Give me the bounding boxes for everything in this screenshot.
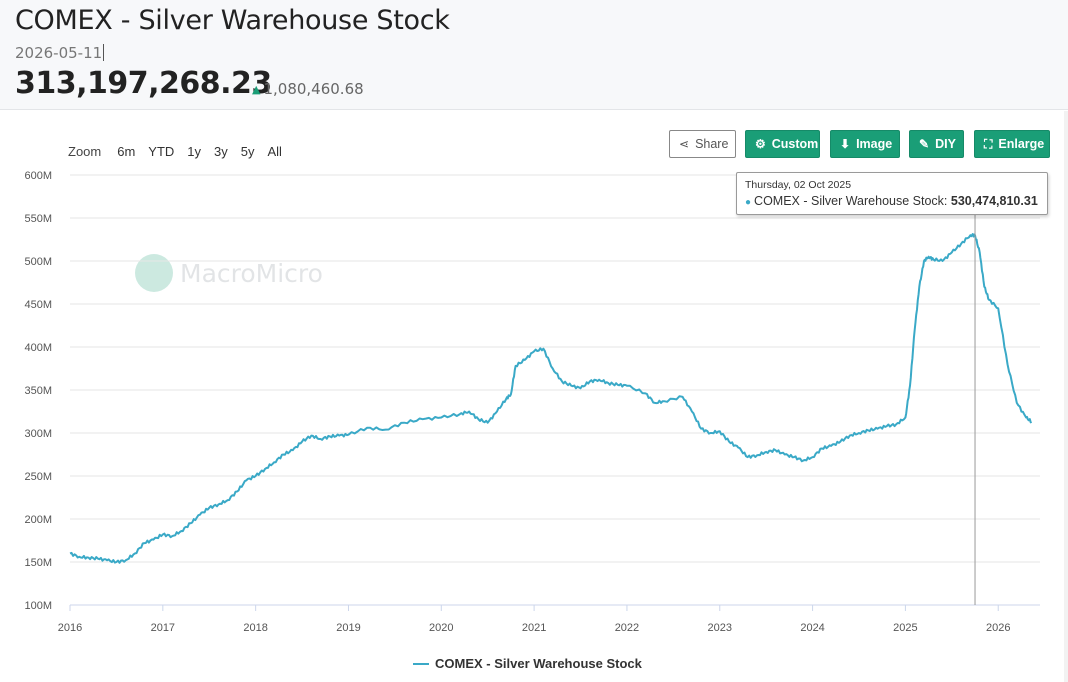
text-caret: [103, 44, 105, 61]
x-tick-label: 2025: [893, 622, 917, 634]
diy-label: DIY: [935, 137, 956, 151]
date-field[interactable]: 2026-05-11: [15, 44, 105, 62]
scrollbar[interactable]: [1064, 111, 1068, 682]
y-tick-label: 250M: [24, 471, 52, 483]
diy-button[interactable]: ✎ DIY: [909, 130, 964, 158]
y-tick-label: 350M: [24, 385, 52, 397]
header: COMEX - Silver Warehouse Stock 2026-05-1…: [0, 0, 1068, 110]
custom-label: Custom: [771, 137, 819, 151]
enlarge-label: Enlarge: [998, 137, 1045, 151]
y-tick-label: 450M: [24, 299, 52, 311]
x-tick-label: 2026: [986, 622, 1010, 634]
share-icon: ⋖: [679, 137, 690, 151]
change-text: 1,080,460.68: [263, 80, 364, 98]
zoom-3y-button[interactable]: 3y: [214, 144, 228, 159]
legend[interactable]: COMEX - Silver Warehouse Stock: [413, 656, 642, 671]
custom-button[interactable]: ⚙ Custom: [745, 130, 820, 158]
grid-lines: [70, 174, 1040, 606]
y-tick-label: 200M: [24, 514, 52, 526]
y-tick-label: 300M: [24, 428, 52, 440]
change-value: ▲ 1,080,460.68: [252, 80, 364, 98]
legend-swatch: [413, 662, 429, 665]
zoom-1y-button[interactable]: 1y: [187, 144, 202, 159]
image-label: Image: [856, 137, 893, 151]
latest-value: 313,197,268.23: [15, 66, 272, 101]
expand-icon: ⛶: [984, 136, 993, 151]
tooltip-date: Thursday, 02 Oct 2025: [745, 179, 852, 191]
pencil-icon: ✎: [919, 137, 930, 151]
tooltip-value: 530,474,810.31: [950, 194, 1038, 208]
legend-label: COMEX - Silver Warehouse Stock: [435, 656, 642, 671]
page-title: COMEX - Silver Warehouse Stock: [15, 5, 450, 36]
series-line: [69, 233, 1033, 564]
date-text: 2026-05-11: [15, 44, 103, 62]
watermark: MacroMicro: [135, 254, 323, 292]
zoom-label: Zoom: [68, 144, 102, 159]
x-tick-label: 2024: [800, 622, 824, 634]
y-tick-label: 150M: [24, 557, 52, 569]
zoom-ytd-button[interactable]: YTD: [148, 144, 175, 159]
tooltip-line: ● COMEX - Silver Warehouse Stock: 530,474…: [745, 194, 1038, 208]
watermark-text: MacroMicro: [180, 258, 323, 288]
zoom-bar: Zoom 6m YTD 1y 3y 5y All: [68, 144, 295, 159]
x-tick-label: 2016: [58, 622, 82, 634]
y-tick-label: 600M: [24, 170, 52, 182]
y-tick-label: 550M: [24, 213, 52, 225]
y-tick-label: 500M: [24, 256, 52, 268]
x-axis: 2016 2017 2018 2019 2020 2021 2022 2023 2024 2025…: [58, 605, 1010, 634]
zoom-6m-button[interactable]: 6m: [117, 144, 136, 159]
macromicro-logo-icon: [135, 254, 173, 292]
triangle-up-icon: ▲: [252, 83, 261, 96]
y-axis: 100M 150M 200M 250M 300M 350M 400M 450M 500M 550M…: [24, 170, 52, 612]
y-tick-label: 100M: [24, 600, 52, 612]
x-tick-label: 2020: [429, 622, 453, 634]
enlarge-button[interactable]: ⛶ Enlarge: [974, 130, 1050, 158]
x-tick-label: 2018: [243, 622, 267, 634]
y-tick-label: 400M: [24, 342, 52, 354]
share-label: Share: [695, 137, 729, 151]
x-tick-label: 2019: [336, 622, 360, 634]
x-tick-label: 2017: [151, 622, 175, 634]
image-button[interactable]: ⬇ Image: [830, 130, 900, 158]
x-tick-label: 2023: [708, 622, 732, 634]
download-icon: ⬇: [840, 137, 851, 151]
x-tick-label: 2022: [615, 622, 639, 634]
zoom-5y-button[interactable]: 5y: [240, 144, 255, 159]
gear-icon: ⚙: [755, 137, 766, 151]
zoom-all-button[interactable]: All: [267, 144, 282, 159]
tooltip-series: COMEX - Silver Warehouse Stock: [754, 194, 944, 208]
tooltip: Thursday, 02 Oct 2025 ● COMEX - Silver Wa…: [736, 172, 1048, 215]
series-dot-icon: ●: [745, 197, 752, 208]
share-button[interactable]: ⋖ Share: [669, 130, 736, 158]
series-group: [69, 233, 1033, 564]
x-tick-label: 2021: [522, 622, 546, 634]
